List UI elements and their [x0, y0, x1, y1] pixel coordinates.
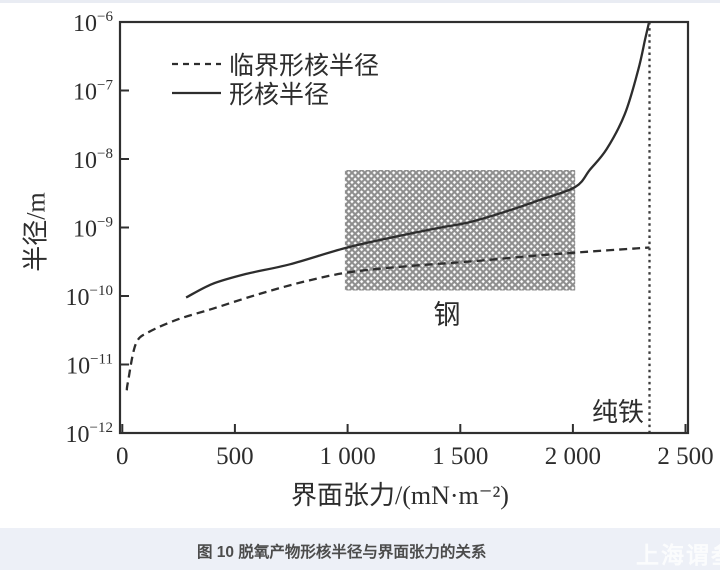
- x-tick-label: 500: [216, 443, 254, 470]
- caption-bar: 图 10 脱氧产物形核半径与界面张力的关系 上海谓叁: [0, 528, 720, 570]
- pure-iron-label: 纯铁: [592, 398, 644, 427]
- y-tick-label: 10−9: [73, 215, 113, 243]
- x-tick-label: 2 500: [657, 443, 713, 470]
- series-nucleation-radius: [185, 21, 651, 299]
- legend-label: 形核半径: [229, 81, 329, 109]
- series-group: [125, 21, 651, 391]
- x-tick-label: 1 500: [432, 443, 488, 470]
- y-tick-label: 10−8: [73, 146, 113, 174]
- y-tick-label: 10−12: [66, 420, 113, 448]
- x-tick-label: 1 000: [319, 443, 375, 470]
- legend-label: 临界形核半径: [229, 52, 379, 80]
- steel-region: [344, 170, 576, 291]
- y-tick-label: 10−6: [73, 9, 113, 37]
- watermark: 上海谓叁: [636, 542, 720, 568]
- series-critical-nucleation-radius: [125, 246, 650, 391]
- x-axis-label: 界面张力/(mN·m⁻²): [291, 481, 509, 510]
- page-top-edge: [0, 0, 720, 3]
- x-tick-label: 0: [116, 443, 129, 470]
- x-tick-label: 2 000: [545, 443, 601, 470]
- y-tick-label: 10−11: [66, 352, 113, 380]
- y-tick-label: 10−10: [66, 283, 113, 311]
- steel-label: 钢: [434, 300, 461, 330]
- figure-caption: 图 10 脱氧产物形核半径与界面张力的关系: [197, 544, 487, 561]
- figure-area: 纯铁 钢 0 500 1 000 1 500 2 000 2 500 10−6 10−7 10−8 1…: [22, 9, 714, 510]
- chart-svg: 纯铁 钢 0 500 1 000 1 500 2 000 2 500 10−6 10−7 10−8 1…: [22, 9, 714, 510]
- y-axis-label: 半径/m: [22, 192, 51, 271]
- y-tick-label: 10−7: [73, 78, 113, 106]
